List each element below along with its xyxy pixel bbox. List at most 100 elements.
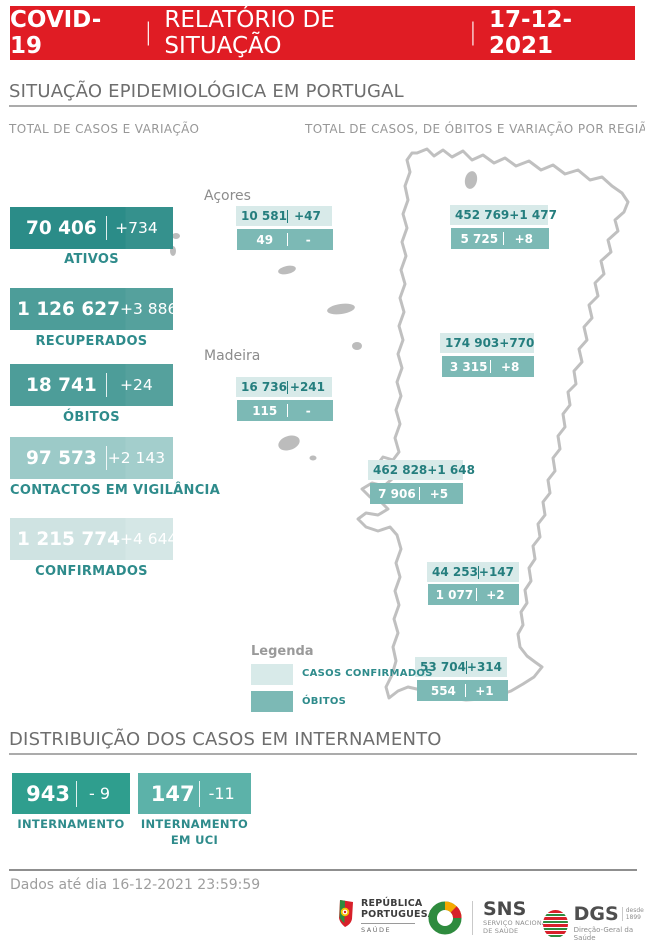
stat-label-ativos: ATIVOS <box>64 252 119 267</box>
dgs-sub: Direção-Geral da Saúde <box>573 926 634 942</box>
stat-label-obitos: ÓBITOS <box>63 410 120 425</box>
cases-value: 10 581 <box>241 209 287 223</box>
internment-delta: - 9 <box>89 784 111 803</box>
legend-title: Legenda <box>251 644 314 659</box>
cases-value: 16 736 <box>241 380 287 394</box>
cases-value: 174 903 <box>445 336 500 350</box>
stat-box-confirmados: 1 215 774 +4 644 <box>10 518 177 560</box>
deaths-delta: - <box>305 232 311 247</box>
cases-delta: +47 <box>294 209 321 223</box>
acores-cases-chip: 10 581 +47 <box>236 206 332 226</box>
stat-box-contactos: 97 573 +2 143 <box>10 437 173 479</box>
stat-delta: +734 <box>115 219 158 237</box>
stat-value: 70 406 <box>25 217 97 239</box>
deaths-value: 7 906 <box>378 486 416 501</box>
divider <box>105 446 107 470</box>
stat-label-confirmados: CONFIRMADOS <box>35 564 148 579</box>
banner-separator: | <box>468 18 477 46</box>
left-panel-heading: TOTAL DE CASOS E VARIAÇÃO <box>9 122 200 136</box>
deaths-delta: - <box>305 403 311 418</box>
stat-value: 1 215 774 <box>17 528 120 550</box>
cases-delta: +314 <box>466 660 502 674</box>
divider <box>105 216 107 240</box>
legend-label-cases: CASOS CONFIRMADOS <box>302 668 433 679</box>
gov-line1: REPÚBLICA <box>361 898 423 909</box>
divider <box>490 360 492 373</box>
stat-delta: +24 <box>120 376 153 394</box>
norte-deaths-chip: 5 725 +8 <box>451 228 549 249</box>
internment-section-title: DISTRIBUIÇÃO DOS CASOS EM INTERNAMENTO <box>9 729 442 750</box>
divider <box>76 780 78 807</box>
divider <box>465 660 467 674</box>
section-rule <box>9 753 637 755</box>
footer-rule <box>9 869 637 871</box>
republica-portuguesa-logo: REPÚBLICA PORTUGUESA SAÚDE <box>338 898 435 934</box>
azores-islands <box>170 233 362 350</box>
stat-box-recuperados: 1 126 627 +3 886 <box>10 288 177 330</box>
dgs-globe-icon <box>543 909 568 938</box>
stat-value: 1 126 627 <box>17 298 120 320</box>
stat-box-ativos: 70 406 +734 <box>10 207 173 249</box>
legend-swatch-cases <box>251 664 293 685</box>
norte-cases-chip: 452 769 +1 477 <box>450 205 557 225</box>
dgs-logo: DGS desde 1899 Direção-Geral da Saúde <box>543 905 645 942</box>
madeira-deaths-chip: 115 - <box>237 400 333 421</box>
divider <box>464 684 466 697</box>
map-panel-heading: TOTAL DE CASOS, DE ÓBITOS E VARIAÇÃO POR… <box>305 122 645 136</box>
sns-sub1: SERVIÇO NACIONAL <box>483 919 551 927</box>
divider <box>477 565 479 579</box>
cases-value: 44 253 <box>432 565 478 579</box>
uci-box: 147 -11 <box>138 773 251 814</box>
sns-text: SNS SERVIÇO NACIONAL DE SAÚDE <box>483 898 551 936</box>
epidemiology-section-title: SITUAÇÃO EPIDEMIOLÓGICA EM PORTUGAL <box>9 81 404 102</box>
algarve-deaths-chip: 554 +1 <box>417 680 508 701</box>
banner-title: RELATÓRIO DE SITUAÇÃO <box>164 7 335 59</box>
lisboa-deaths-chip: 7 906 +5 <box>370 483 463 504</box>
stat-value: 97 573 <box>25 447 97 469</box>
region-label-madeira: Madeira <box>204 348 261 364</box>
divider <box>472 900 473 935</box>
stat-delta: +4 644 <box>120 530 178 548</box>
portugal-mainland-outline <box>356 147 630 702</box>
deaths-value: 554 <box>430 683 456 698</box>
uci-delta: -11 <box>208 784 235 803</box>
cases-value: 53 704 <box>420 660 466 674</box>
deaths-value: 5 725 <box>460 231 499 246</box>
data-cutoff-note: Dados até dia 16-12-2021 23:59:59 <box>10 877 261 893</box>
dgs-text: DGS desde 1899 Direção-Geral da Saúde <box>573 905 645 943</box>
divider <box>287 404 289 417</box>
deaths-value: 115 <box>252 403 278 418</box>
internment-box: 943 - 9 <box>12 773 130 814</box>
internment-value: 943 <box>26 781 70 806</box>
cases-delta: +770 <box>499 336 535 350</box>
deaths-value: 1 077 <box>435 587 474 602</box>
divider <box>286 380 288 394</box>
algarve-cases-chip: 53 704 +314 <box>415 657 507 677</box>
internment-label: INTERNAMENTO <box>17 817 125 831</box>
dgs-since-word: desde <box>625 907 644 914</box>
deaths-delta: +2 <box>486 587 505 602</box>
gov-sub: SAÚDE <box>361 925 392 934</box>
dgs-since-year: 1899 <box>625 914 641 922</box>
cases-value: 452 769 <box>455 208 510 222</box>
deaths-delta: +5 <box>429 486 449 501</box>
legend-swatch-deaths <box>251 691 293 712</box>
cases-delta: +241 <box>289 380 326 394</box>
republica-portuguesa-text: REPÚBLICA PORTUGUESA SAÚDE <box>361 898 435 934</box>
divider <box>199 780 201 807</box>
deaths-value: 49 <box>256 232 274 247</box>
alentejo-deaths-chip: 1 077 +2 <box>428 584 519 605</box>
portugal-flag-icon <box>339 900 353 927</box>
sns-name: SNS <box>483 898 527 920</box>
divider <box>361 922 415 924</box>
stat-label-recuperados: RECUPERADOS <box>35 334 148 349</box>
lisboa-cases-chip: 462 828 +1 648 <box>368 460 475 480</box>
madeira-islands <box>278 435 317 461</box>
stat-delta: +3 886 <box>120 300 178 318</box>
madeira-cases-chip: 16 736 +241 <box>236 377 332 397</box>
deaths-delta: +8 <box>500 359 520 374</box>
divider <box>286 209 288 223</box>
cases-delta: +1 648 <box>427 463 475 477</box>
centro-cases-chip: 174 903 +770 <box>440 333 534 353</box>
cases-delta: +147 <box>478 565 514 579</box>
